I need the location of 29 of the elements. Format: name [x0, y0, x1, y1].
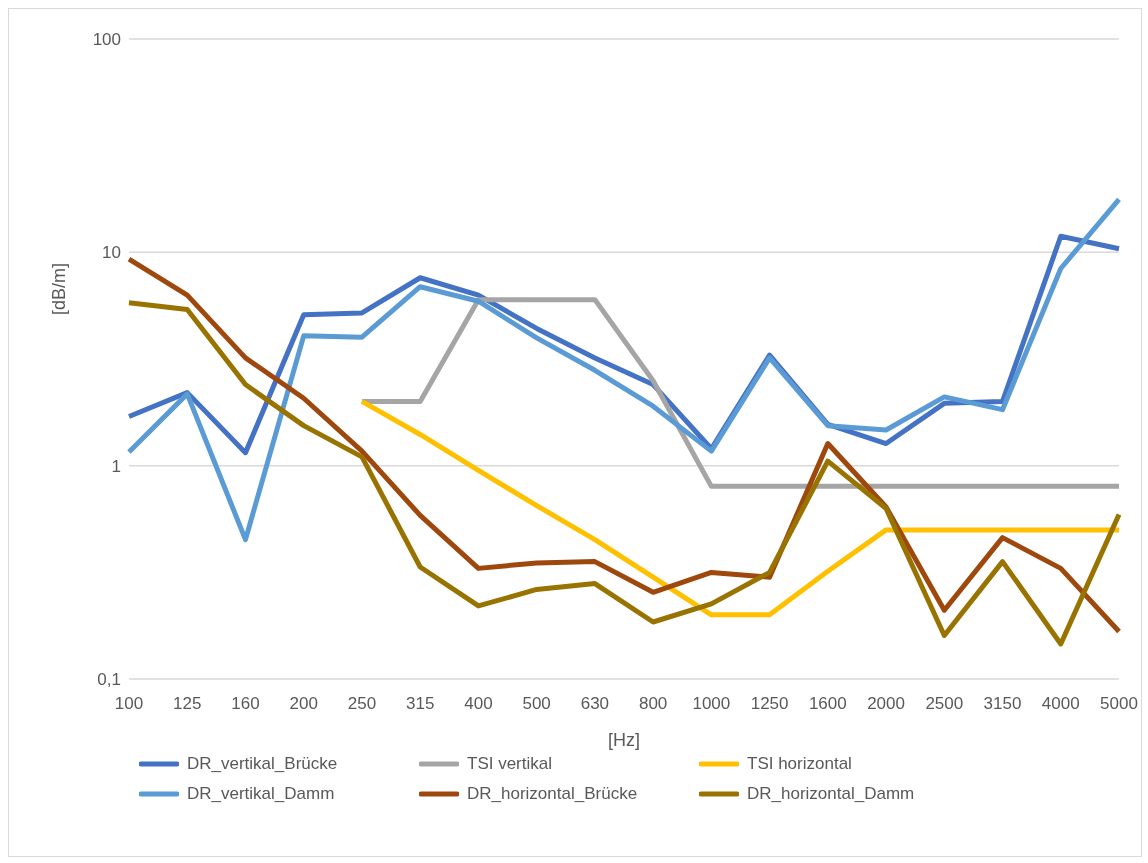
x-tick-label: 800 [638, 694, 668, 714]
x-tick-label: 2000 [867, 694, 905, 714]
y-tick-label: 1 [111, 456, 121, 476]
x-tick-label: 250 [347, 694, 377, 714]
legend-label: TSI vertikal [467, 754, 553, 774]
x-axis-title: [Hz] [607, 730, 641, 750]
y-axis-title: [dB/m] [49, 262, 70, 316]
x-tick-label: 1250 [750, 694, 789, 714]
y-tick-label: 100 [92, 30, 121, 50]
legend-label: DR_horizontal_Brücke [467, 784, 638, 804]
x-tick-label: 400 [464, 694, 493, 714]
x-tick-label: 5000 [1100, 694, 1138, 714]
x-tick-label: 160 [231, 694, 260, 714]
x-tick-label: 4000 [1041, 694, 1080, 714]
x-tick-label: 125 [173, 694, 202, 714]
x-tick-label: 1000 [692, 694, 731, 714]
legend-label: DR_vertikal_Brücke [187, 754, 338, 774]
x-tick-label: 630 [580, 694, 610, 714]
legend-label: TSI horizontal [747, 754, 852, 774]
y-tick-label: 0,1 [97, 670, 121, 690]
x-tick-label: 2500 [925, 694, 964, 714]
x-tick-label: 200 [289, 694, 318, 714]
y-tick-label: 10 [102, 243, 121, 263]
legend-label: DR_vertikal_Damm [187, 784, 335, 804]
x-tick-label: 3150 [983, 694, 1022, 714]
x-tick-label: 1600 [808, 694, 847, 714]
x-tick-label: 500 [522, 694, 551, 714]
x-tick-label: 315 [405, 694, 435, 714]
legend-label: DR_horizontal_Damm [747, 784, 915, 804]
